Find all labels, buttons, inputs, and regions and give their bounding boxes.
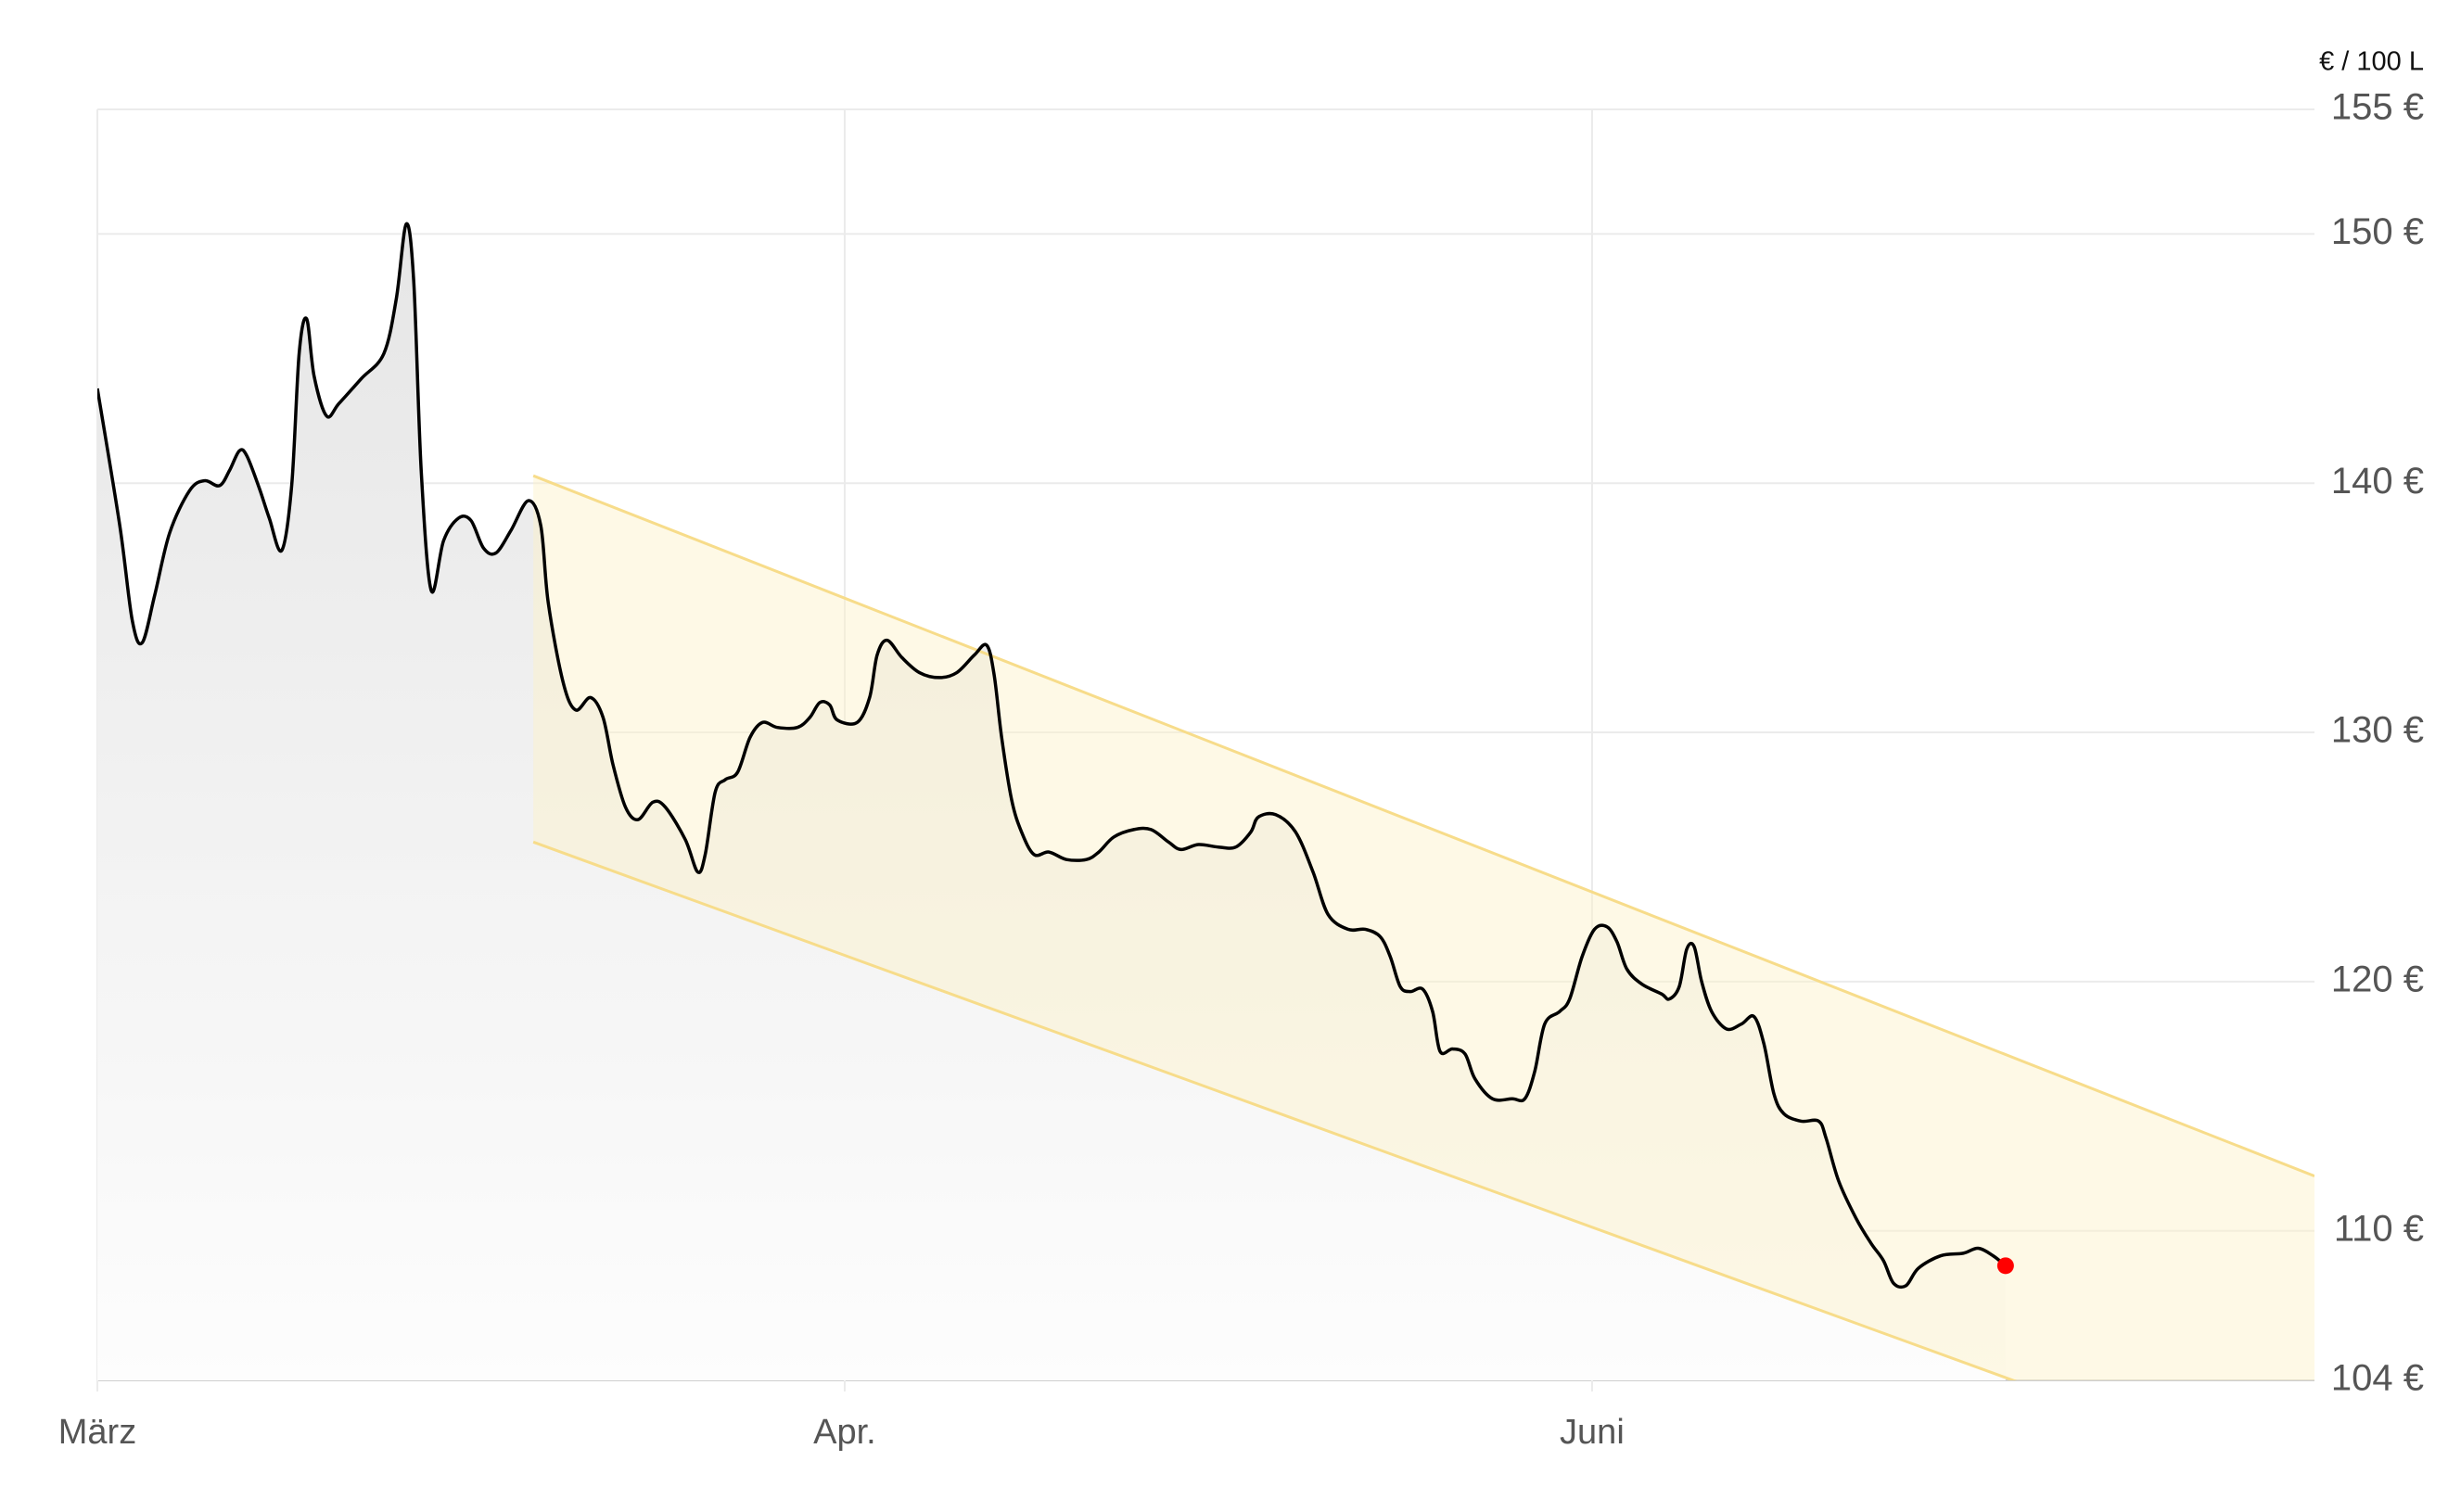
unit-label: € / 100 L: [2319, 47, 2424, 77]
y-tick-label: 140 €: [2331, 461, 2424, 502]
x-tick-label: Juni: [1560, 1413, 1625, 1452]
y-tick-label: 155 €: [2331, 87, 2424, 128]
y-tick-label: 110 €: [2334, 1208, 2424, 1249]
channel-band: [533, 476, 2314, 1380]
y-tick-label: 150 €: [2331, 211, 2424, 252]
last-price-marker: [1996, 1257, 2014, 1275]
y-tick-label: 130 €: [2331, 710, 2424, 751]
area-fill: [97, 223, 2006, 1380]
y-tick-label: 104 €: [2331, 1358, 2424, 1399]
y-tick-label: 120 €: [2331, 959, 2424, 999]
price-line: [97, 222, 2007, 1290]
x-tick-label: Apr.: [813, 1413, 876, 1452]
channel-upper-line: [532, 474, 2314, 1177]
channel-lower-line: [532, 840, 2018, 1380]
plot-area: [97, 222, 2314, 1380]
x-tick-label: März: [58, 1413, 136, 1452]
